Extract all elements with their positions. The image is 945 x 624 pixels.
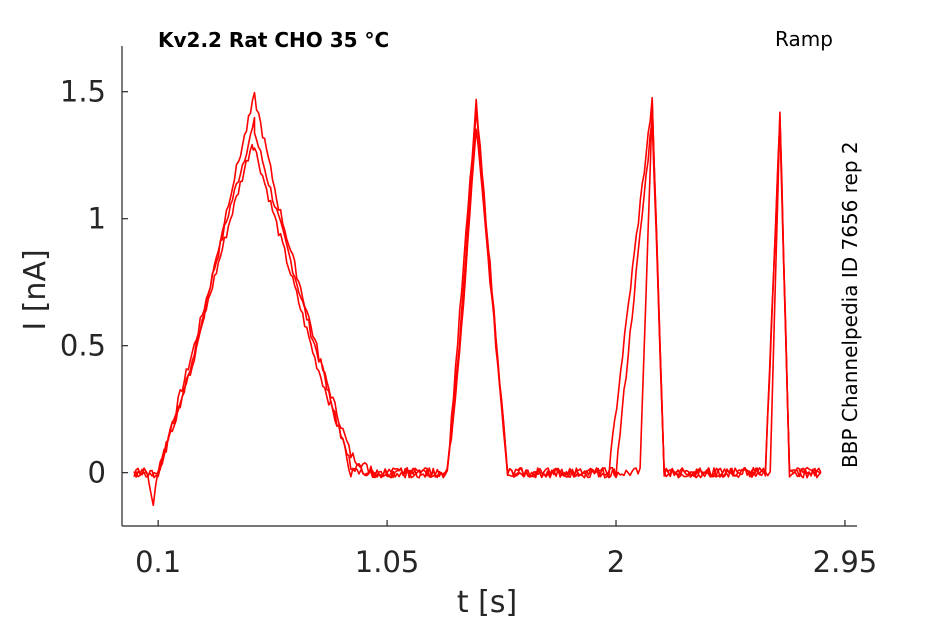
x-tick-label: 0.1 (135, 545, 181, 579)
y-tick-label: 0.5 (60, 329, 106, 363)
x-ticks: 0.1 1.05 2 2.95 (135, 520, 877, 579)
y-tick-label: 0 (88, 456, 106, 490)
y-axis-label: I [nA] (18, 249, 53, 330)
source-label: BBP Channelpedia ID 7656 rep 2 (838, 141, 862, 468)
y-ticks: 0 0.5 1 1.5 (60, 75, 128, 490)
x-axis-label: t [s] (457, 585, 517, 620)
x-tick-label: 2.95 (813, 545, 878, 579)
chart-title: Kv2.2 Rat CHO 35 °C (158, 28, 389, 52)
current-trace-3 (133, 91, 822, 479)
axes (121, 46, 857, 527)
y-tick-label: 1 (88, 202, 106, 236)
x-tick-label: 1.05 (355, 545, 420, 579)
current-trace-2 (133, 119, 822, 479)
protocol-label: Ramp (775, 27, 833, 51)
y-tick-label: 1.5 (60, 75, 106, 109)
traces-group (133, 91, 822, 507)
x-tick-label: 2 (607, 545, 625, 579)
